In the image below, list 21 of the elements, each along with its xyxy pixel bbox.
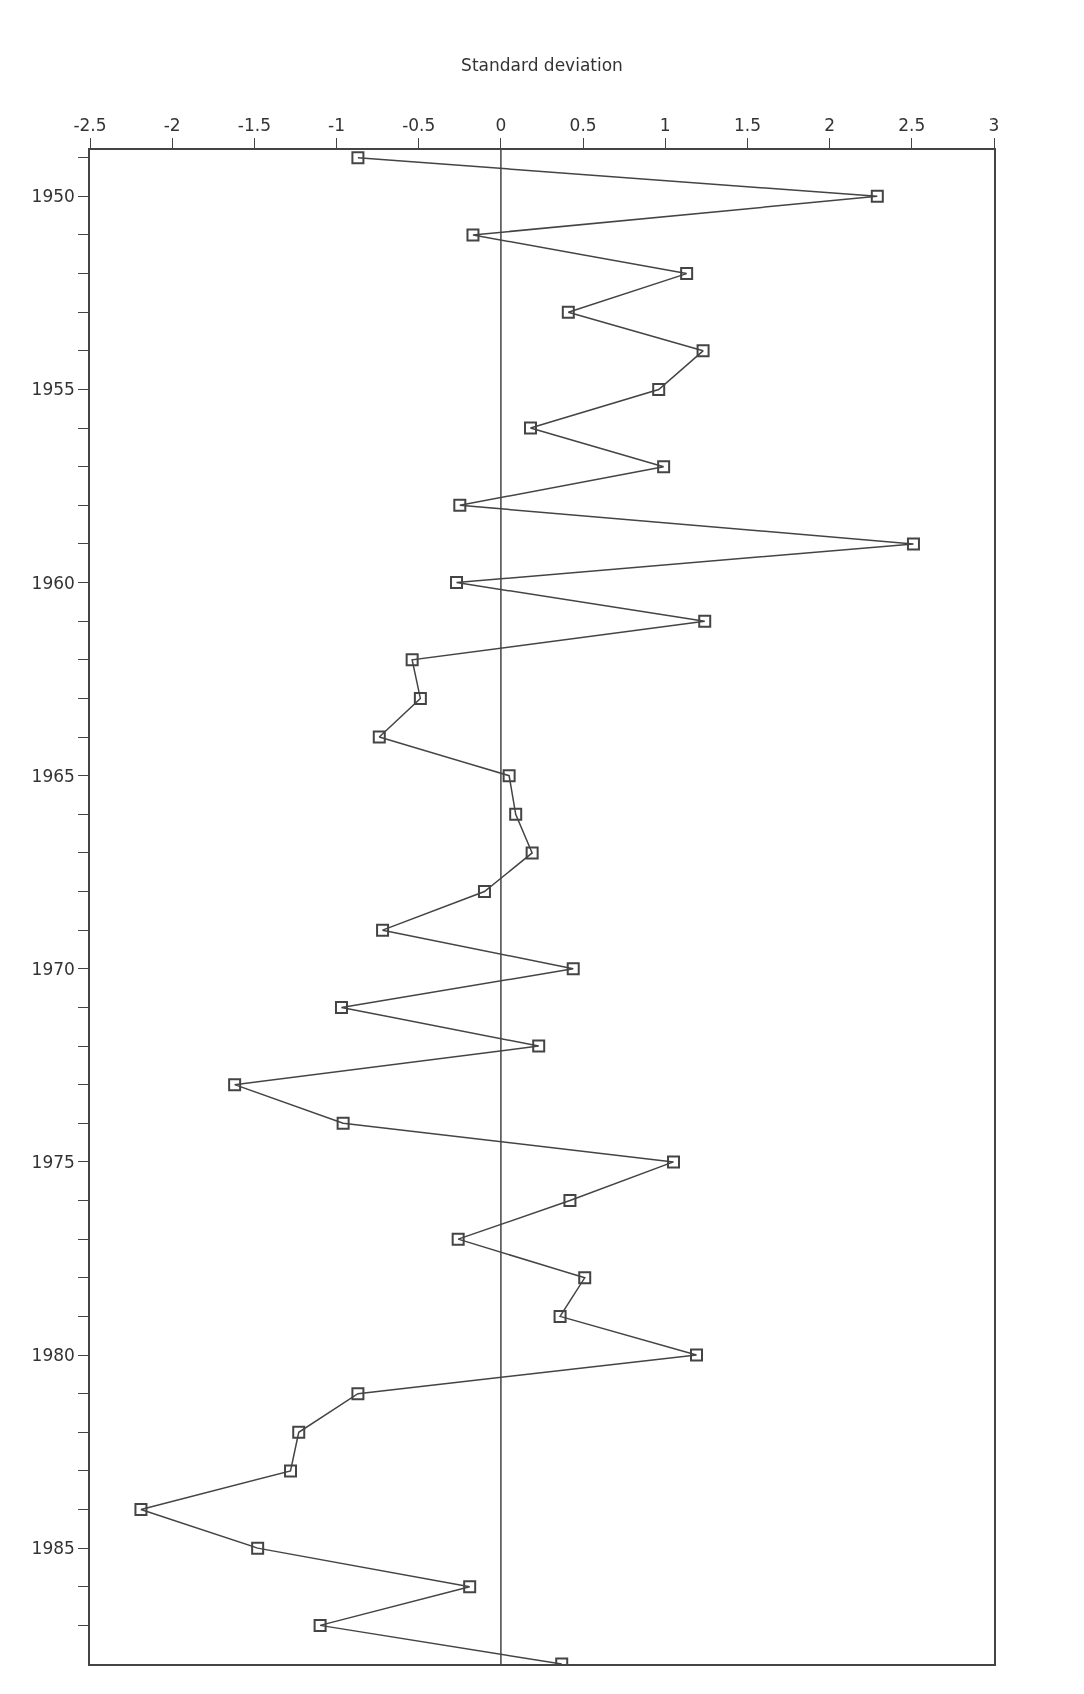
y-tick-label: 1955 <box>31 379 75 400</box>
x-tick-label: 0.5 <box>569 115 597 136</box>
y-tick-label: 1960 <box>31 572 75 593</box>
y-tick-label: 1975 <box>31 1151 75 1172</box>
x-tick-label: -2 <box>163 115 181 136</box>
x-tick-label: 2.5 <box>898 115 926 136</box>
x-tick-label: -0.5 <box>402 115 436 136</box>
y-tick-label: 1980 <box>31 1344 75 1365</box>
x-tick-label: 3 <box>988 115 1000 136</box>
x-tick-label: 0 <box>495 115 507 136</box>
x-tick-label: 1 <box>659 115 671 136</box>
x-tick-label: -1 <box>328 115 346 136</box>
x-tick-label: -2.5 <box>73 115 107 136</box>
y-tick-label: 1970 <box>31 958 75 979</box>
y-tick-label: 1965 <box>31 765 75 786</box>
y-tick-label: 1950 <box>31 186 75 207</box>
x-axis-title: Standard deviation <box>461 54 623 75</box>
x-tick-label: 1.5 <box>733 115 761 136</box>
y-tick-label: 1985 <box>31 1538 75 1559</box>
x-tick-label: -1.5 <box>237 115 271 136</box>
x-tick-label: 2 <box>824 115 836 136</box>
